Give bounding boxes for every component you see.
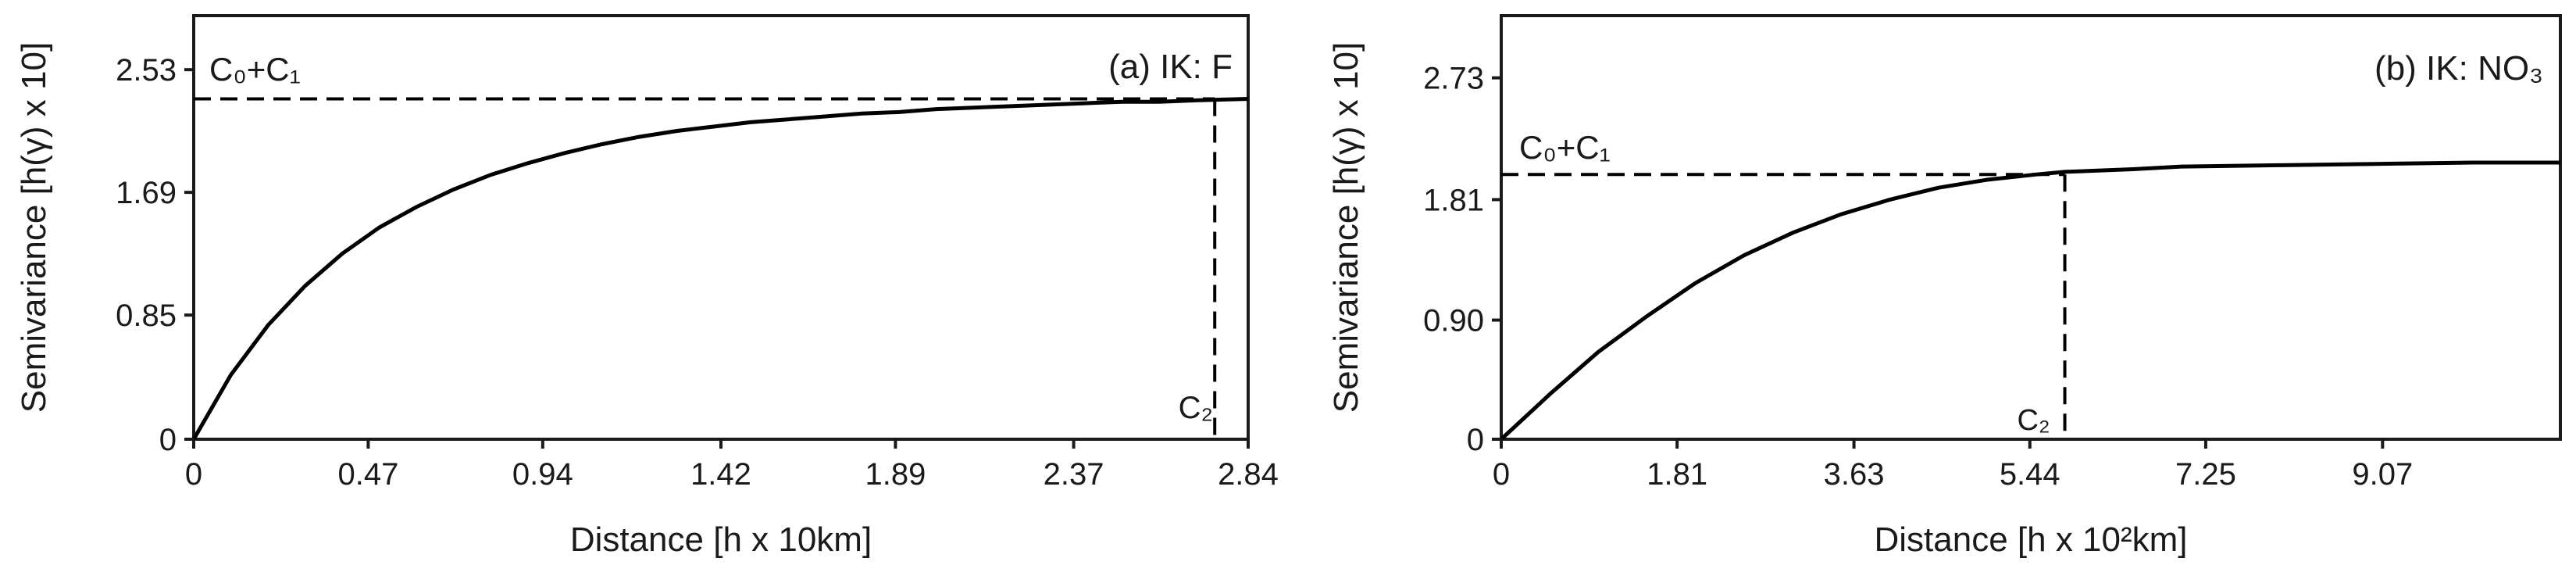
x-tick-label: 0 <box>185 457 202 492</box>
y-tick-label: 0.85 <box>116 299 177 333</box>
x-ticks-a: 0 0.47 0.94 1.42 1.89 2.37 2.84 <box>185 439 1279 492</box>
chart-title-b: (b) IK: NO₃ <box>2374 49 2543 88</box>
y-axis-label-b: Semivariance [h(γ) x 10] <box>1327 42 1365 413</box>
y-tick-label: 2.53 <box>116 53 177 88</box>
x-tick-label: 1.42 <box>690 457 751 492</box>
range-label-b: C₂ <box>2017 404 2050 437</box>
x-tick-label: 9.07 <box>2352 457 2413 492</box>
y-tick-label: 0 <box>1467 423 1484 457</box>
x-tick-label: 7.25 <box>2175 457 2236 492</box>
x-axis-label-a: Distance [h x 10km] <box>570 521 872 559</box>
y-ticks-b: 0 0.90 1.81 2.73 <box>1423 62 1501 457</box>
x-tick-label: 2.37 <box>1044 457 1104 492</box>
x-tick-label: 0.94 <box>512 457 573 492</box>
y-tick-label: 1.69 <box>116 176 177 210</box>
y-tick-label: 2.73 <box>1423 62 1484 96</box>
x-tick-label: 2.84 <box>1218 457 1279 492</box>
panel-a: 0 0.47 0.94 1.42 1.89 2.37 2.84 00.851.692.53 … <box>15 14 1279 559</box>
y-tick-label: 0 <box>159 423 177 457</box>
sill-label-a: C₀+C₁ <box>209 51 301 88</box>
y-axis-label-a: Semivariance [h(γ) x 10] <box>15 42 53 413</box>
x-tick-label: 0.47 <box>337 457 398 492</box>
x-tick-label: 1.81 <box>1647 457 1707 492</box>
x-tick-label: 0 <box>1493 457 1510 492</box>
variogram-curve-b <box>1500 160 2560 441</box>
x-tick-label: 3.63 <box>1824 457 1885 492</box>
chart-title-a: (a) IK: F <box>1108 48 1233 86</box>
x-tick-label: 1.89 <box>865 457 926 492</box>
sill-label-b: C₀+C₁ <box>1519 129 1611 166</box>
x-axis-label-b: Distance [h x 10²km] <box>1874 521 2187 559</box>
x-tick-label: 5.44 <box>2000 457 2060 492</box>
plot-area-a <box>192 14 1250 441</box>
variogram-curve-a <box>191 97 1249 441</box>
y-ticks-a: 0 0.85 1.69 2.53 <box>116 53 194 457</box>
range-label-a: C₂ <box>1179 391 1213 425</box>
y-tick-label: 1.81 <box>1423 183 1484 217</box>
x-ticks-b: 0 1.81 3.63 5.44 7.25 9.07 <box>1493 439 2413 492</box>
y-tick-label: 0.90 <box>1423 304 1484 338</box>
panel-b: 0 1.81 3.63 5.44 7.25 9.07 0 0.90 1.81 2.73 (b) … <box>1327 14 2562 559</box>
